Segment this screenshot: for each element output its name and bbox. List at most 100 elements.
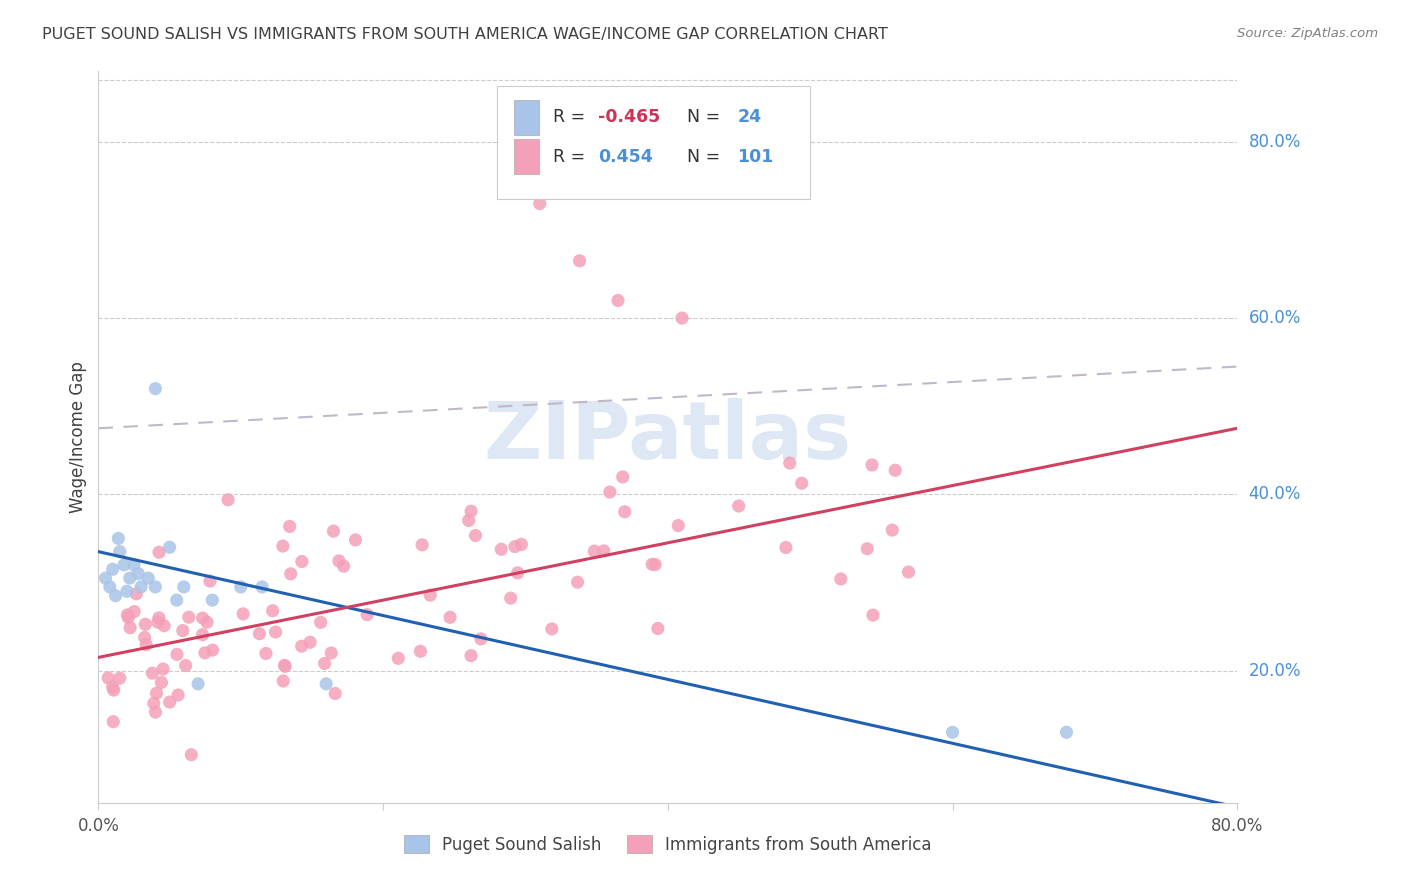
Point: [152, 662, 174, 676]
Point: [118, 571, 141, 585]
Point: [830, 572, 852, 586]
Point: [491, 542, 513, 557]
Text: Source: ZipAtlas.com: Source: ZipAtlas.com: [1237, 27, 1378, 40]
Point: [134, 617, 156, 632]
Point: [135, 638, 157, 652]
Point: [321, 646, 343, 660]
Point: [273, 658, 295, 673]
FancyBboxPatch shape: [515, 139, 538, 175]
Text: ZIPatlas: ZIPatlas: [484, 398, 852, 476]
Point: [153, 618, 176, 632]
Point: [174, 658, 197, 673]
Point: [457, 513, 479, 527]
Point: [356, 607, 378, 622]
Point: [411, 538, 433, 552]
Text: 40.0%: 40.0%: [1249, 485, 1301, 503]
Point: [882, 523, 904, 537]
Point: [150, 675, 173, 690]
Point: [419, 588, 441, 602]
Point: [148, 611, 170, 625]
Point: [328, 554, 350, 568]
Point: [198, 574, 221, 588]
Point: [323, 686, 346, 700]
Point: [134, 631, 156, 645]
Point: [98, 580, 121, 594]
Point: [262, 604, 284, 618]
Point: [125, 587, 148, 601]
Text: 60.0%: 60.0%: [1249, 310, 1301, 327]
Point: [332, 559, 354, 574]
Point: [387, 651, 409, 665]
Point: [499, 591, 522, 606]
Point: [264, 625, 287, 640]
Point: [1056, 725, 1078, 739]
Point: [291, 555, 314, 569]
Point: [727, 499, 749, 513]
Point: [117, 607, 139, 622]
Point: [299, 635, 322, 649]
Point: [503, 540, 526, 554]
FancyBboxPatch shape: [498, 86, 810, 200]
Point: [897, 565, 920, 579]
Point: [271, 539, 294, 553]
Text: 80.0%: 80.0%: [1249, 133, 1301, 151]
Point: [201, 643, 224, 657]
Point: [775, 541, 797, 555]
Point: [250, 580, 273, 594]
Point: [884, 463, 907, 477]
Point: [278, 519, 301, 533]
Point: [856, 541, 879, 556]
Point: [592, 544, 614, 558]
Point: [232, 607, 254, 621]
Text: N =: N =: [676, 109, 725, 127]
Point: [529, 196, 551, 211]
Point: [172, 624, 194, 638]
Point: [644, 558, 666, 572]
Point: [97, 671, 120, 685]
Point: [107, 532, 129, 546]
Point: [607, 293, 630, 308]
Point: [108, 671, 131, 685]
Point: [148, 545, 170, 559]
Point: [790, 476, 813, 491]
Point: [409, 644, 432, 658]
Point: [613, 505, 636, 519]
Point: [127, 566, 149, 581]
Point: [145, 580, 167, 594]
Point: [217, 492, 239, 507]
Point: [142, 697, 165, 711]
Point: [167, 688, 190, 702]
Text: 20.0%: 20.0%: [1249, 662, 1301, 680]
Point: [568, 253, 591, 268]
Point: [117, 610, 139, 624]
Point: [108, 544, 131, 558]
Point: [191, 628, 214, 642]
Point: [201, 593, 224, 607]
Point: [249, 626, 271, 640]
Point: [180, 747, 202, 762]
Y-axis label: Wage/Income Gap: Wage/Income Gap: [69, 361, 87, 513]
Point: [647, 622, 669, 636]
Point: [166, 593, 188, 607]
Point: [612, 470, 634, 484]
Point: [145, 705, 167, 719]
Point: [541, 622, 564, 636]
Text: 101: 101: [737, 148, 773, 166]
Point: [120, 621, 142, 635]
Point: [641, 558, 664, 572]
Text: PUGET SOUND SALISH VS IMMIGRANTS FROM SOUTH AMERICA WAGE/INCOME GAP CORRELATION : PUGET SOUND SALISH VS IMMIGRANTS FROM SO…: [42, 27, 889, 42]
Point: [145, 382, 167, 396]
Point: [101, 562, 124, 576]
Point: [103, 714, 125, 729]
Point: [460, 504, 482, 518]
Point: [122, 605, 145, 619]
Point: [671, 311, 693, 326]
Point: [599, 485, 621, 500]
Text: 0.454: 0.454: [599, 148, 654, 166]
Point: [666, 518, 689, 533]
Point: [177, 610, 200, 624]
Point: [291, 639, 314, 653]
Text: -0.465: -0.465: [599, 109, 661, 127]
Text: 24: 24: [737, 109, 762, 127]
Point: [101, 680, 124, 694]
